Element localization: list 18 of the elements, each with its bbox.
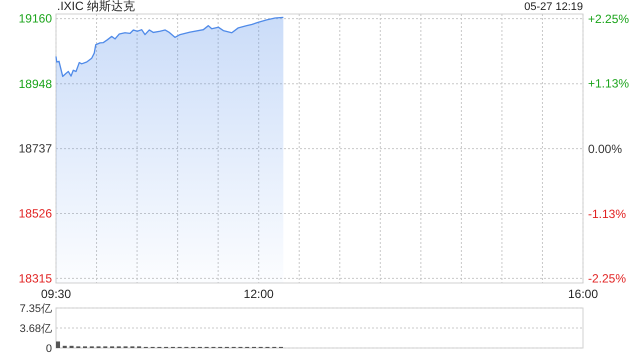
y-tick-label: 19160	[18, 12, 52, 26]
y-tick-label: 7.35亿	[20, 303, 52, 315]
chart-title: .IXIC 纳斯达克	[57, 0, 136, 13]
y2-tick-label: +2.25%	[588, 12, 630, 26]
y2-tick-label: 0.00%	[588, 142, 622, 156]
y2-tick-label: +1.13%	[588, 76, 630, 91]
x-tick-label: 16:00	[568, 287, 598, 301]
y-tick-label: 18526	[18, 206, 52, 221]
y-tick-label: 3.68亿	[20, 322, 52, 335]
x-tick-label: 09:30	[40, 287, 72, 301]
y2-tick-label: -1.13%	[588, 206, 626, 221]
x-tick-label: 12:00	[244, 287, 274, 301]
y-tick-label: 18737	[18, 142, 52, 156]
y-tick-label: 18948	[18, 76, 52, 91]
y2-tick-label: -2.25%	[588, 271, 626, 286]
y-tick-label: 0	[46, 343, 52, 355]
text: 05-27 12:19	[524, 1, 583, 13]
y-tick-label: 18315	[18, 271, 52, 286]
